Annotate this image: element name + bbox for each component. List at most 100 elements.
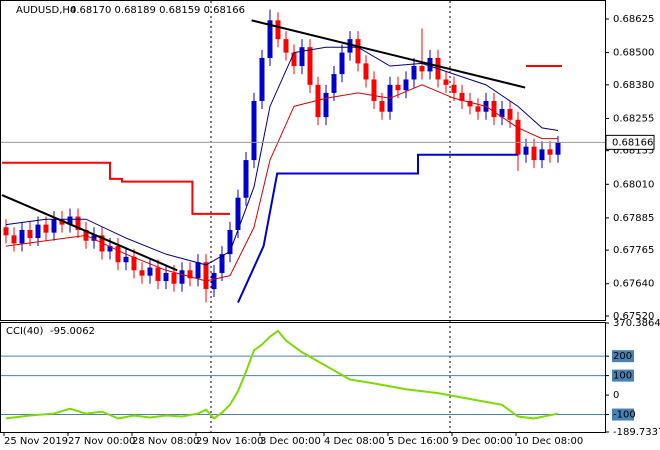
candle-body (187, 270, 193, 279)
price-box (605, 134, 655, 150)
candle-body (259, 57, 265, 101)
y-tick-label: 100 (613, 371, 632, 382)
candle-body (507, 109, 513, 120)
candle-body (91, 235, 97, 241)
indicator-line (5, 84, 558, 282)
candle-body (379, 100, 385, 112)
y-tick-label: 0.68500 (613, 48, 654, 59)
candle-body (475, 106, 481, 112)
y-tick-label: 370.3864 (613, 318, 660, 329)
candle-body (67, 216, 73, 225)
candle-body (323, 92, 329, 118)
candle-body (147, 267, 153, 276)
candle-body (235, 197, 241, 230)
x-tick-label: 4 Dec 08:00 (324, 436, 385, 447)
cci-value: -95.0062 (50, 326, 95, 337)
y-tick-label: 0.68625 (613, 14, 654, 25)
candle-body (539, 149, 545, 161)
candle-body (163, 272, 169, 282)
candle-body (195, 262, 201, 279)
candle-body (35, 224, 41, 239)
candle-body (123, 256, 129, 263)
price-label: 0.68166 (612, 137, 653, 148)
x-tick-label: 28 Nov 08:00 (132, 436, 199, 447)
indicator-line (251, 19, 526, 89)
indicator-line (1, 194, 178, 272)
x-tick-label: 25 Nov 2019 (4, 436, 68, 447)
tick-box (612, 408, 634, 421)
candle-body (467, 100, 473, 107)
candle-body (299, 47, 305, 67)
candle-body (107, 246, 113, 252)
candle-body (155, 267, 161, 282)
y-tick-label: 0.67765 (613, 245, 654, 256)
indicator-line (2, 161, 230, 215)
candle-body (11, 235, 17, 244)
candle-body (451, 84, 457, 93)
cci-line (5, 329, 559, 420)
candle-body (403, 79, 409, 91)
y-tick-label: 0.68135 (613, 146, 654, 157)
candle-body (315, 84, 321, 118)
candle-body (555, 142, 561, 155)
x-tick-label: 10 Dec 08:00 (516, 436, 583, 447)
candle-body (139, 270, 145, 276)
candle-body (355, 39, 361, 64)
candle-body (59, 219, 65, 225)
candle-body (19, 229, 25, 244)
candle-body (115, 246, 121, 263)
y-tick-label: 0.67640 (613, 279, 654, 290)
candle-body (283, 39, 289, 53)
candle-body (27, 229, 33, 239)
candle-body (395, 84, 401, 91)
candle-body (171, 272, 177, 284)
candle-body (211, 272, 217, 290)
cci-frame (0, 322, 606, 433)
candle-body (339, 52, 345, 75)
candle-body (203, 262, 209, 290)
candle-body (499, 109, 505, 118)
y-tick-label: 200 (613, 351, 632, 362)
candle-body (363, 63, 369, 80)
y-tick-label: 0.68380 (613, 80, 654, 91)
y-tick-label: -189.7337 (613, 427, 660, 438)
candle-body (459, 92, 465, 101)
candle-body (51, 219, 57, 233)
candle-body (531, 146, 537, 161)
candle-body (251, 100, 257, 161)
candle-body (491, 100, 497, 118)
candle-body (371, 79, 377, 101)
candle-body (267, 20, 273, 58)
tick-box (612, 369, 634, 382)
ohlc-label: 0.68170 0.68189 0.68159 0.68166 (70, 5, 245, 16)
candle-body (523, 146, 529, 155)
indicator-line (5, 46, 559, 266)
x-tick-label: 29 Nov 16:00 (196, 436, 263, 447)
x-tick-label: 3 Dec 00:00 (260, 436, 321, 447)
candle-body (419, 66, 425, 72)
y-tick-label: 0 (613, 390, 619, 401)
y-tick-label: -100 (613, 410, 636, 421)
cci-title: CCI(40) (6, 326, 44, 337)
x-tick-label: 27 Nov 00:00 (68, 436, 135, 447)
y-tick-label: 0.68010 (613, 179, 654, 190)
candle-body (275, 20, 281, 40)
chart-title: AUDUSD,H4 (16, 5, 76, 16)
tick-box (612, 350, 634, 363)
candle-body (3, 227, 9, 236)
candle-body (443, 79, 449, 85)
candle-body (243, 160, 249, 198)
candle-body (131, 256, 137, 271)
candle-body (43, 224, 49, 233)
candle-body (547, 149, 553, 155)
x-tick-label: 9 Dec 00:00 (452, 436, 513, 447)
candle-body (307, 47, 313, 85)
y-tick-label: 0.67520 (613, 311, 654, 322)
x-tick-label: 5 Dec 16:00 (388, 436, 449, 447)
candle-body (411, 66, 417, 80)
candle-body (515, 119, 521, 155)
y-tick-label: 0.67885 (613, 213, 654, 224)
candle-body (347, 39, 353, 53)
candle-body (75, 216, 81, 230)
